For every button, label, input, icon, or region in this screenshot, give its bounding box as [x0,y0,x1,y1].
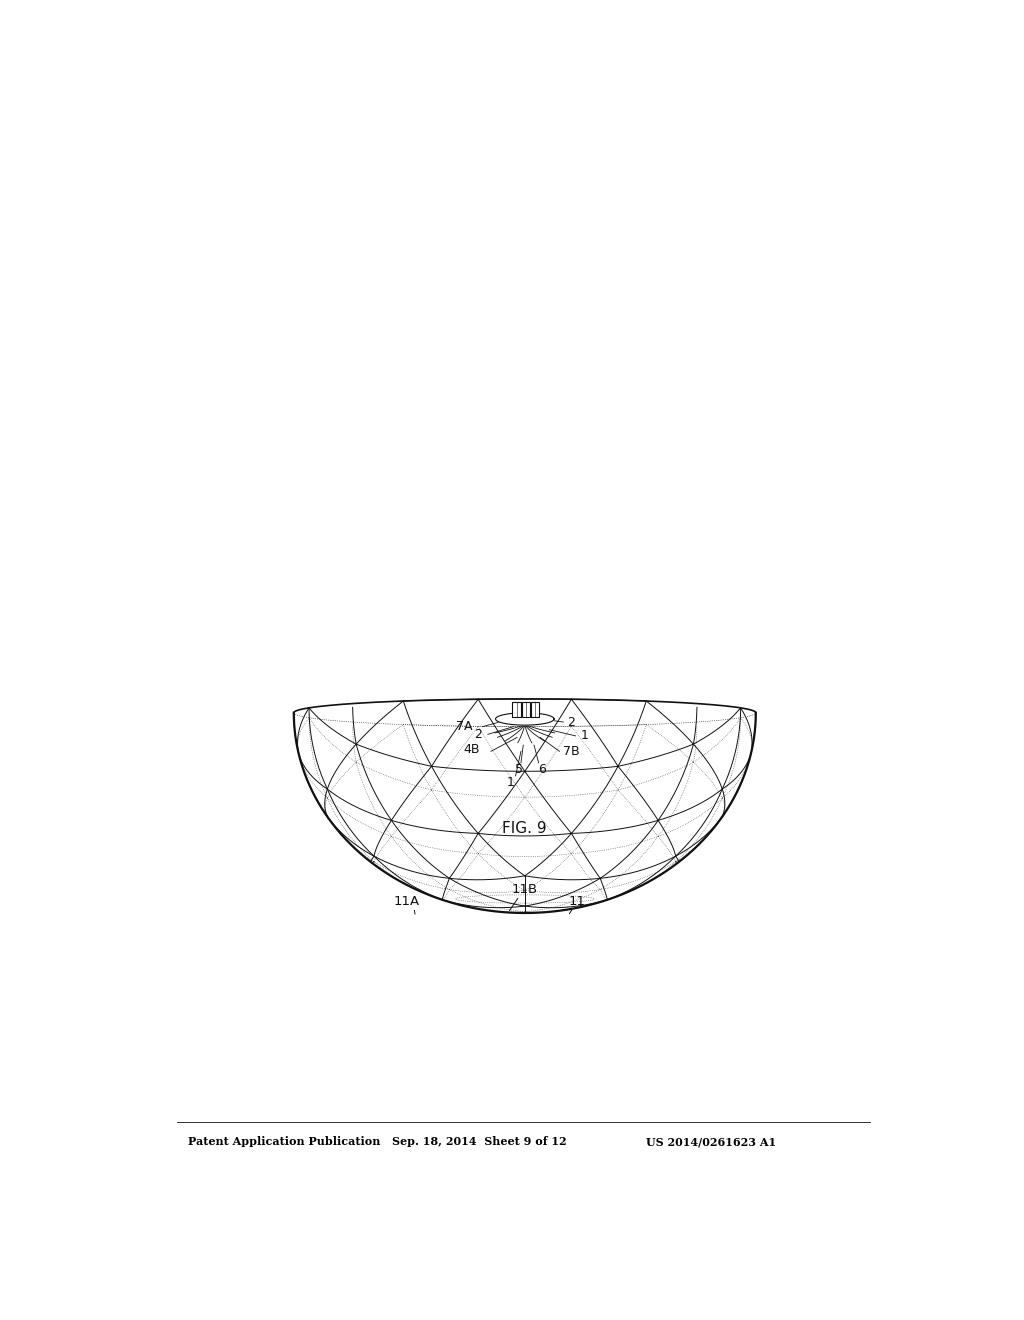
Bar [512,702,521,718]
Polygon shape [496,713,554,725]
Bar [521,702,530,718]
Text: 11: 11 [568,895,586,908]
Bar [531,702,540,718]
Text: 5: 5 [515,763,522,776]
Text: Patent Application Publication: Patent Application Publication [188,1137,381,1147]
Text: US 2014/0261623 A1: US 2014/0261623 A1 [646,1137,776,1147]
Text: 2: 2 [567,715,575,729]
Text: 1: 1 [507,776,515,789]
Text: 1: 1 [581,730,588,742]
Text: 6: 6 [538,763,546,776]
Text: Sep. 18, 2014  Sheet 9 of 12: Sep. 18, 2014 Sheet 9 of 12 [392,1137,567,1147]
Text: FIG. 9: FIG. 9 [503,821,547,836]
Text: 7B: 7B [563,744,580,758]
Text: 7A: 7A [456,721,472,733]
Text: 4B: 4B [464,743,480,756]
Text: 11A: 11A [393,895,419,908]
Text: 11B: 11B [512,883,538,896]
Text: 2: 2 [474,727,482,741]
